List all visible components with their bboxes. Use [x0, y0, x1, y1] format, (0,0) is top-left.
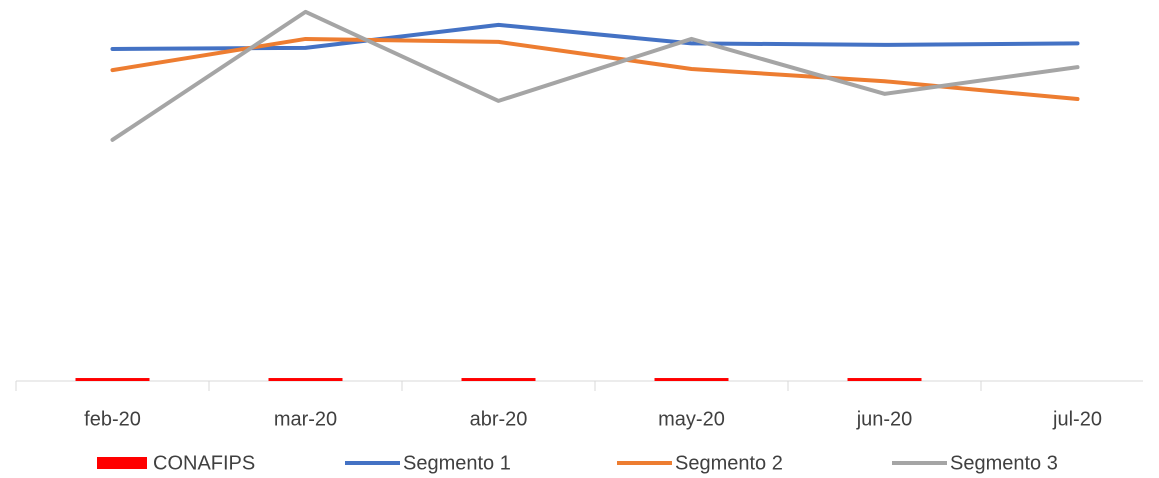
x-tick-label: feb-20	[84, 408, 141, 430]
x-tick-label: abr-20	[470, 408, 528, 430]
x-tick-label: mar-20	[274, 408, 337, 430]
bar	[268, 378, 343, 381]
line	[110, 9, 1080, 142]
x-tick-label: jun-20	[856, 408, 913, 430]
bar	[654, 378, 729, 381]
bar	[847, 378, 922, 381]
legend-label: CONAFIPS	[153, 452, 255, 474]
legend-label: Segmento 1	[403, 452, 511, 474]
line	[110, 22, 1080, 51]
x-tick-label: may-20	[658, 408, 725, 430]
bar	[75, 378, 150, 381]
bar	[461, 378, 536, 381]
legend-label: Segmento 2	[675, 452, 783, 474]
legend-swatch	[97, 457, 147, 469]
line	[110, 36, 1080, 102]
legend-label: Segmento 3	[950, 452, 1058, 474]
x-tick-label: jul-20	[1052, 408, 1102, 430]
